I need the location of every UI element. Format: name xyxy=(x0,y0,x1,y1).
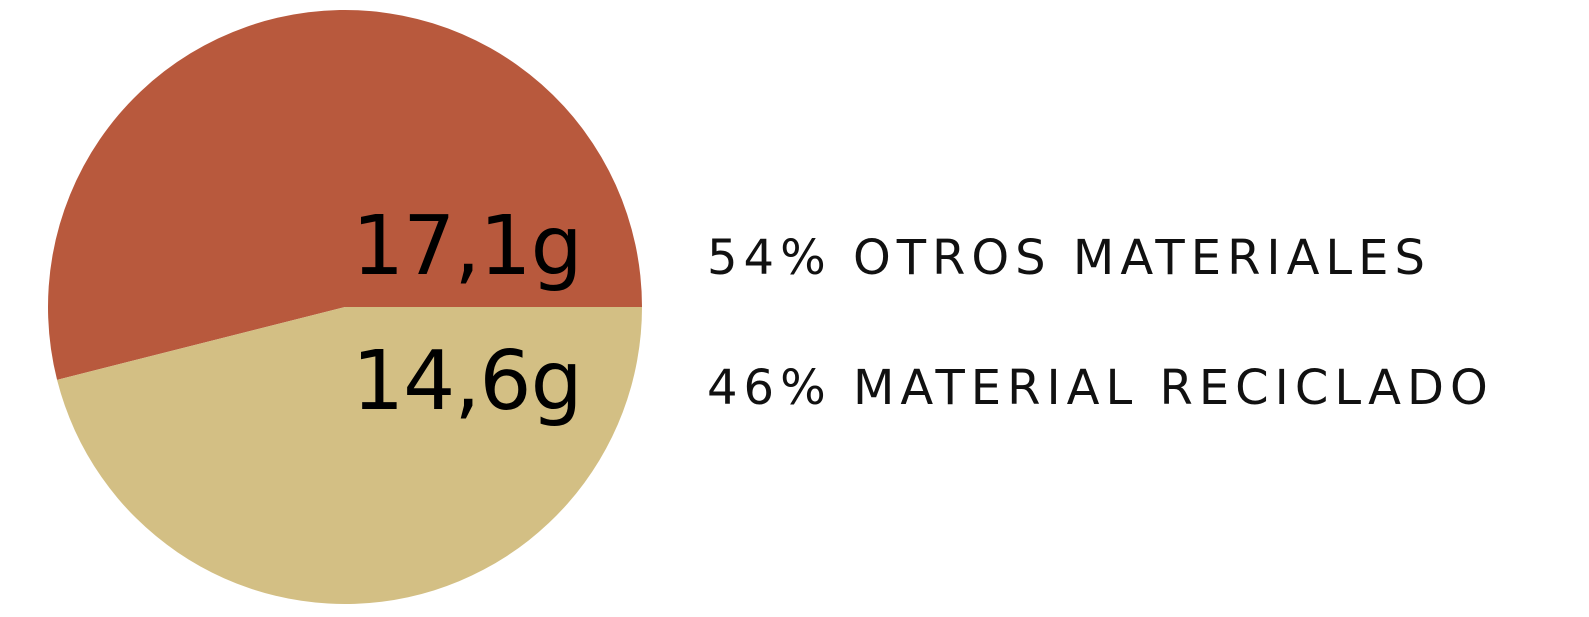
slice-value-label-material-reciclado: 14,6g xyxy=(352,334,582,429)
legend-item-material-reciclado: 46% MATERIAL RECICLADO xyxy=(707,360,1494,416)
pie-slices xyxy=(47,9,643,604)
pie-slice-otros-materiales xyxy=(47,9,643,380)
pie-slice-material-reciclado xyxy=(57,307,643,604)
slice-value-label-otros-materiales: 17,1g xyxy=(352,199,582,294)
legend-item-otros-materiales: 54% OTROS MATERIALES xyxy=(707,230,1431,286)
